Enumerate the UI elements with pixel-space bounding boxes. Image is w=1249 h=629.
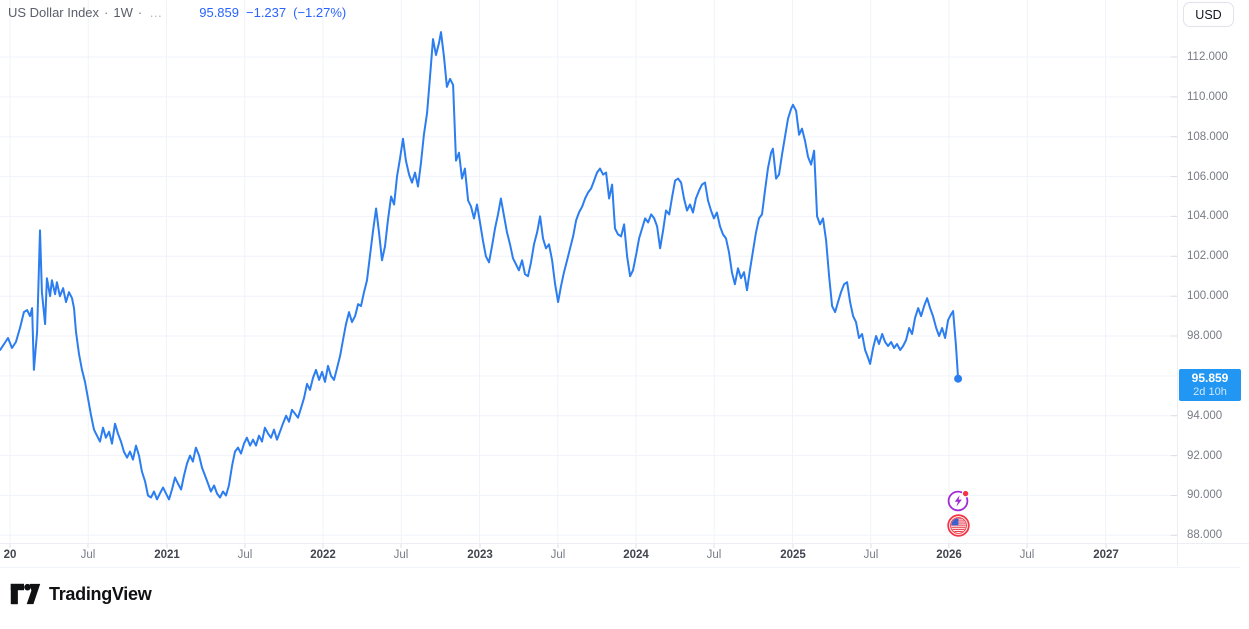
legend-change-percent: (−1.27%): [293, 5, 347, 20]
price-axis-border: [1177, 0, 1178, 566]
time-axis-label: 2026: [936, 549, 962, 561]
time-tick-mark: [557, 544, 559, 548]
price-axis-label: 92.000: [1187, 450, 1223, 462]
time-tick-mark: [870, 544, 872, 548]
time-tick-mark: [322, 544, 324, 548]
price-axis-label: 94.000: [1187, 410, 1223, 422]
time-axis-label: 2021: [154, 549, 180, 561]
legend-separator: ·: [104, 5, 109, 20]
time-axis-label: 2025: [780, 549, 806, 561]
time-tick-mark: [166, 544, 168, 548]
time-axis-label: 20: [3, 549, 17, 561]
price-axis-label: 98.000: [1187, 330, 1223, 342]
symbol-legend[interactable]: US Dollar Index · 1W · … 95.859 −1.237 (…: [8, 5, 346, 20]
time-axis-label: Jul: [550, 549, 566, 561]
price-axis-label: 102.000: [1187, 250, 1229, 262]
time-tick-mark: [244, 544, 246, 548]
time-axis-border: [0, 543, 1249, 544]
us-flag-event-icon[interactable]: [946, 513, 971, 538]
time-tick-mark: [1105, 544, 1107, 548]
time-axis-label: 2027: [1093, 549, 1119, 561]
price-axis-label: 88.000: [1187, 529, 1223, 541]
tradingview-logo[interactable]: TradingView: [10, 582, 152, 606]
price-axis-label: 90.000: [1187, 489, 1223, 501]
event-markers: [946, 488, 971, 538]
tradingview-logo-icon: [10, 583, 41, 605]
currency-button[interactable]: USD: [1183, 2, 1234, 27]
time-axis-label: Jul: [863, 549, 879, 561]
time-axis-label: Jul: [706, 549, 722, 561]
economic-events-lightning-icon[interactable]: [946, 488, 971, 513]
price-axis-label: 100.000: [1187, 290, 1229, 302]
chart-area[interactable]: US Dollar Index · 1W · … 95.859 −1.237 (…: [0, 0, 1177, 543]
legend-separator: ·: [137, 5, 143, 20]
time-tick-mark: [713, 544, 715, 548]
time-axis-label: Jul: [237, 549, 253, 561]
legend-last-price: 95.859: [199, 5, 239, 20]
price-axis[interactable]: 112.000 110.000 108.000 106.000 104.000 102.0…: [1178, 0, 1249, 543]
time-axis-label: Jul: [393, 549, 409, 561]
price-axis-label: 110.000: [1187, 91, 1228, 103]
time-tick-mark: [9, 544, 11, 548]
time-tick-mark: [948, 544, 950, 548]
time-tick-mark: [479, 544, 481, 548]
footer: TradingView: [10, 582, 152, 606]
time-axis-label: Jul: [80, 549, 96, 561]
bar-close-countdown: 2d 10h: [1193, 386, 1227, 398]
legend-more-ellipsis[interactable]: …: [149, 5, 164, 20]
last-price-label: 95.859 2d 10h: [1179, 369, 1241, 401]
time-tick-mark: [87, 544, 89, 548]
price-line: [0, 31, 960, 501]
time-axis[interactable]: 20 Jul 2021 Jul 2022 Jul 2023 Jul 2024 Jul 2025 Jul…: [0, 544, 1240, 568]
time-tick-mark: [1026, 544, 1028, 548]
legend-change: −1.237: [246, 5, 287, 20]
time-tick-mark: [792, 544, 794, 548]
price-axis-label: 106.000: [1187, 171, 1229, 183]
last-price-dot: [954, 374, 963, 383]
price-axis-label: 108.000: [1187, 131, 1229, 143]
legend-values: 95.859 −1.237 (−1.27%): [199, 5, 346, 20]
tradingview-brand-text: TradingView: [49, 583, 152, 604]
time-axis-label: 2023: [467, 549, 493, 561]
last-price-value: 95.859: [1191, 371, 1229, 385]
price-chart-canvas[interactable]: [0, 0, 1177, 543]
time-tick-mark: [400, 544, 402, 548]
symbol-name[interactable]: US Dollar Index: [8, 5, 100, 20]
time-axis-label: 2024: [623, 549, 649, 561]
price-axis-label: 112.000: [1187, 51, 1228, 63]
interval-label[interactable]: 1W: [113, 5, 133, 20]
time-axis-label: 2022: [310, 549, 336, 561]
price-axis-label: 104.000: [1187, 210, 1229, 222]
time-axis-label: Jul: [1019, 549, 1035, 561]
time-tick-mark: [635, 544, 637, 548]
